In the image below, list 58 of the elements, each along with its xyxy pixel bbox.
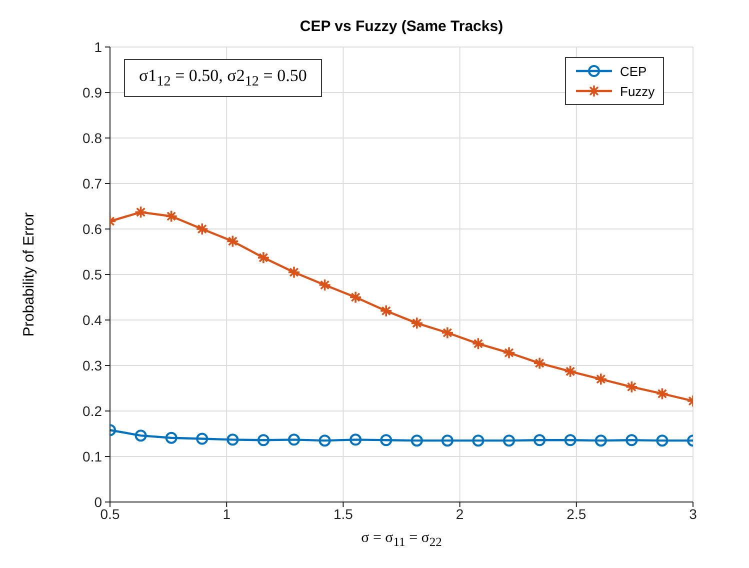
point: [503, 434, 516, 447]
y-tick-label: 0.9: [82, 84, 102, 100]
point: [318, 434, 331, 447]
y-tick-label: 0.3: [82, 357, 102, 374]
point: [410, 434, 423, 447]
point: [165, 432, 178, 444]
legend-label: CEP: [620, 64, 647, 78]
point: [656, 387, 669, 400]
point: [380, 304, 393, 318]
point: [534, 434, 546, 446]
x-tick-label: 2.5: [566, 506, 586, 522]
point: [318, 278, 332, 292]
y-tick-label: 0.4: [82, 312, 102, 328]
point: [134, 206, 148, 219]
point: [226, 434, 239, 446]
y-tick-label: 0.5: [82, 266, 102, 282]
point: [257, 251, 270, 264]
point: [134, 430, 147, 442]
x-tick-label: 1: [222, 506, 231, 522]
y-tick-label: 0: [94, 494, 102, 510]
y-tick-label: 0.2: [82, 402, 102, 419]
point: [656, 434, 668, 447]
point: [441, 326, 454, 340]
x-axis-title: σ = σ$_{11}$ = σ$_{22}$: [360, 530, 443, 550]
point: [564, 434, 576, 446]
point: [594, 434, 607, 447]
point: [533, 356, 546, 370]
point: [288, 266, 300, 279]
point: [380, 434, 392, 446]
point: [594, 372, 608, 386]
x-tick-label: 3: [689, 506, 698, 522]
point: [410, 316, 424, 330]
point: [196, 432, 208, 445]
point: [626, 434, 638, 446]
point: [472, 434, 484, 447]
point: [350, 434, 362, 446]
y-tick-label: 0.6: [82, 220, 102, 237]
point: [625, 380, 638, 394]
point: [164, 210, 178, 223]
y-axis-title: Probability of Error: [20, 212, 38, 337]
chart-title: CEP vs Fuzzy (Same Tracks): [298, 18, 504, 35]
y-tick-label: 0.8: [82, 130, 102, 146]
point: [226, 234, 240, 248]
x-tick-label: 2: [456, 506, 464, 522]
y-tick-label: 1: [94, 38, 102, 55]
point: [288, 434, 300, 446]
point: [349, 290, 362, 304]
point: [564, 365, 577, 378]
y-tick-label: 0.1: [82, 448, 102, 464]
annotation: σ1$_{12}$ = 0.50, σ2$_{12}$ = 0.50: [124, 59, 322, 98]
point: [441, 434, 454, 447]
legend-label: Fuzzy: [620, 84, 655, 98]
point: [502, 346, 516, 360]
point: [257, 434, 270, 446]
x-tick-label: 1.5: [333, 506, 354, 522]
point: [196, 222, 209, 236]
point: [472, 337, 485, 350]
y-tick-label: 0.7: [82, 175, 102, 192]
